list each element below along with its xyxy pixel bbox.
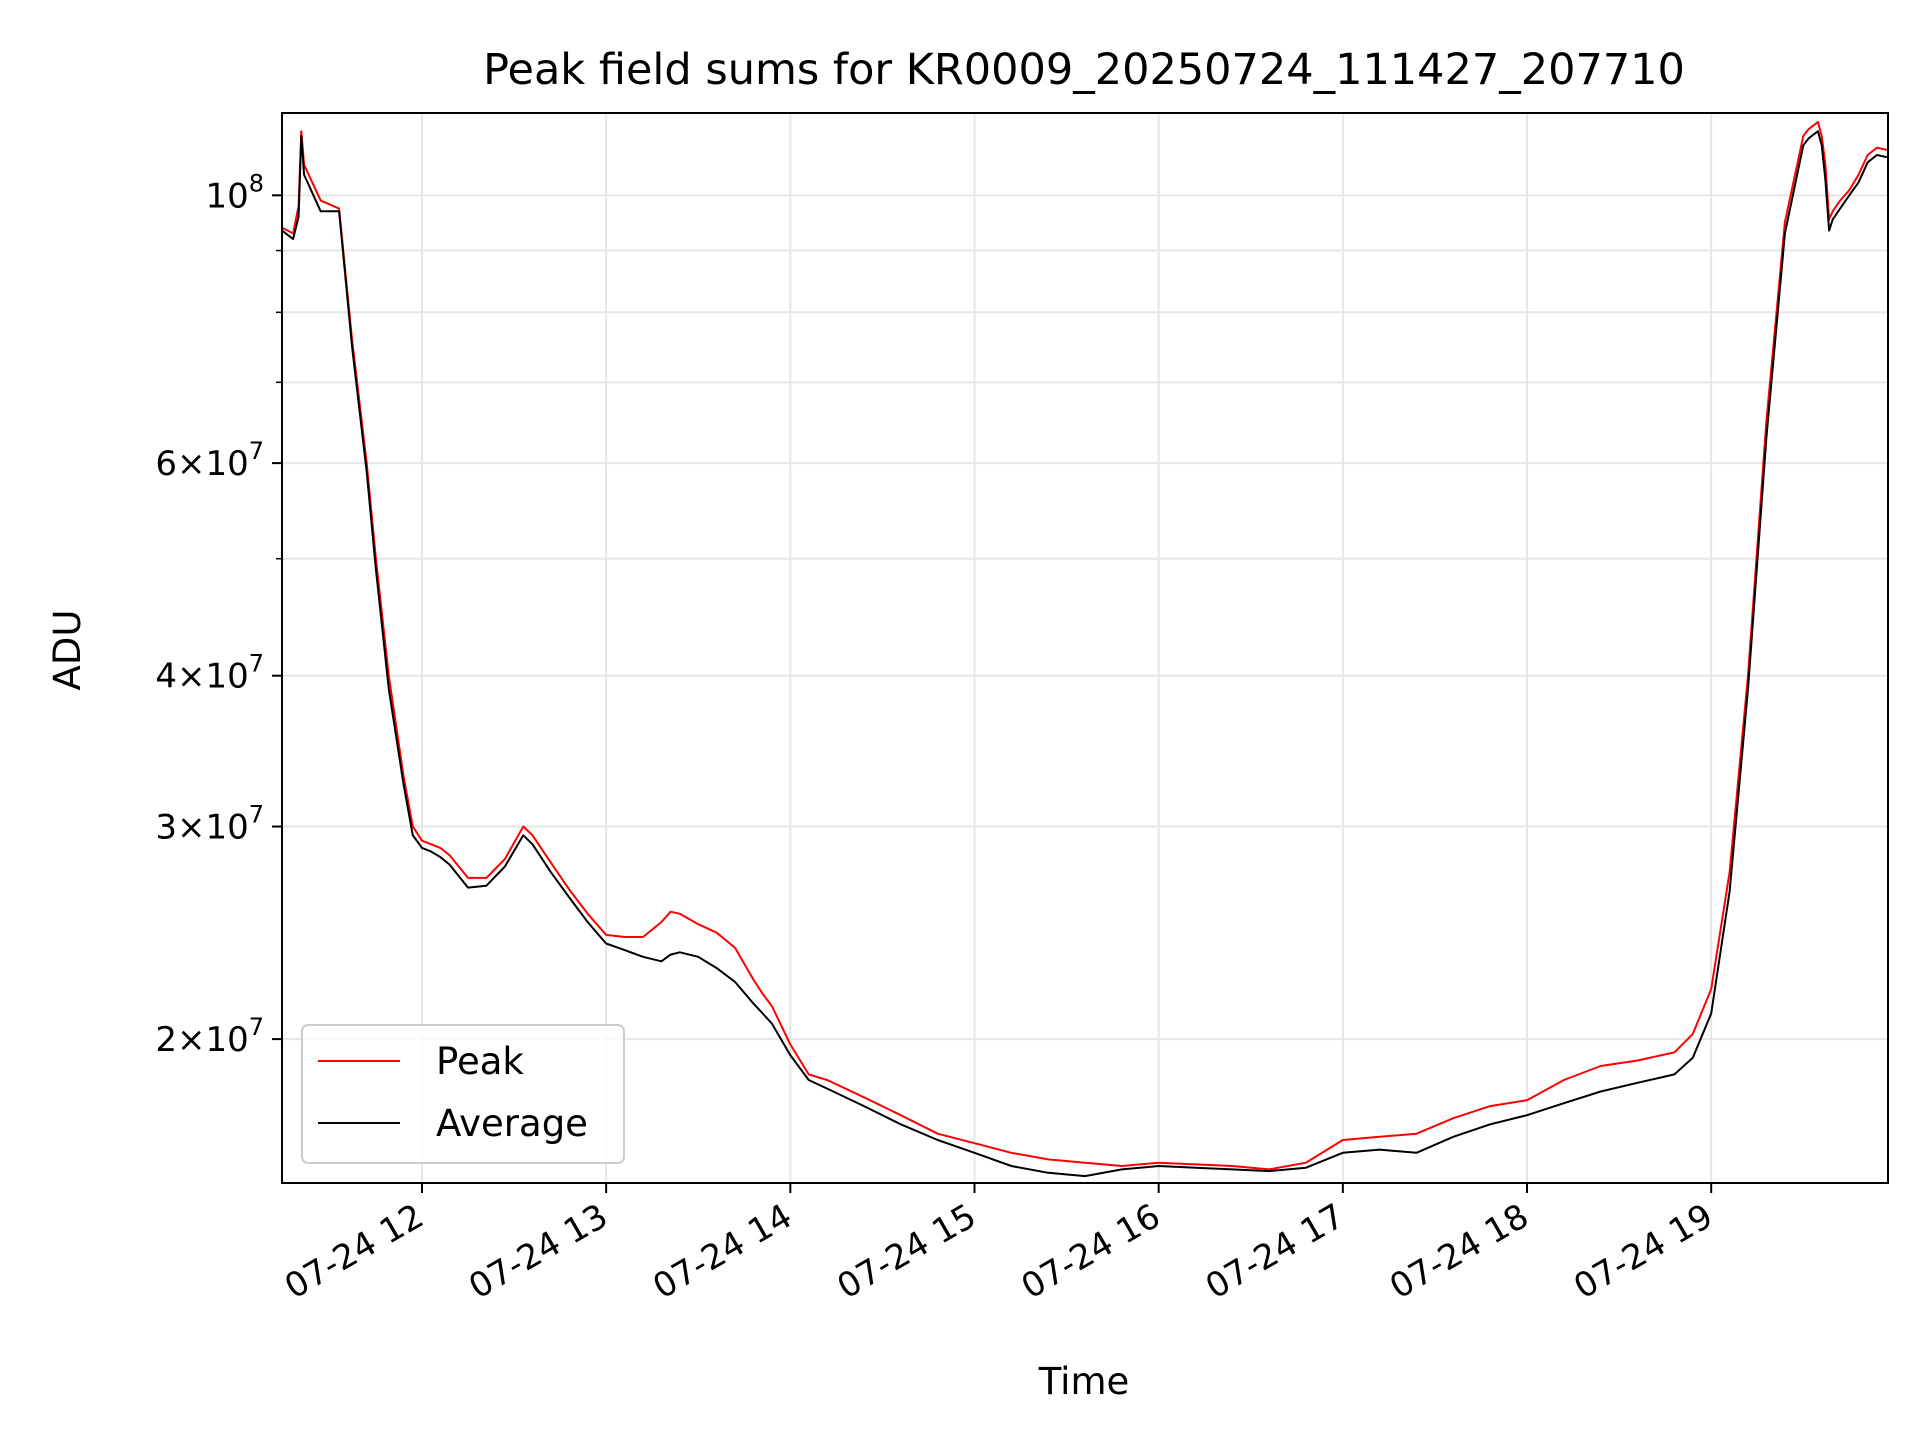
legend-box — [301, 1024, 625, 1164]
y-tick-label: 3×107 — [155, 801, 264, 848]
legend-label-average: Average — [436, 1102, 588, 1145]
series-line-peak — [282, 121, 1888, 1171]
y-tick-label: 2×107 — [155, 1013, 264, 1060]
y-tick-label: 108 — [205, 169, 264, 216]
legend: Peak Average — [301, 1024, 625, 1164]
chart-title: Peak field sums for KR0009_20250724_1114… — [483, 45, 1685, 95]
x-axis-label: Time — [1038, 1360, 1130, 1403]
y-axis-ticks: 2×107 3×107 4×107 6×107 108 — [155, 169, 282, 1060]
plot-frame — [281, 112, 1889, 1184]
y-axis-label: ADU — [46, 610, 89, 691]
series-line-average — [282, 130, 1888, 1178]
y-tick-label: 6×107 — [155, 437, 264, 484]
legend-label-peak: Peak — [436, 1040, 524, 1083]
y-tick-label: 4×107 — [155, 650, 264, 697]
plot-area — [282, 121, 1888, 1178]
